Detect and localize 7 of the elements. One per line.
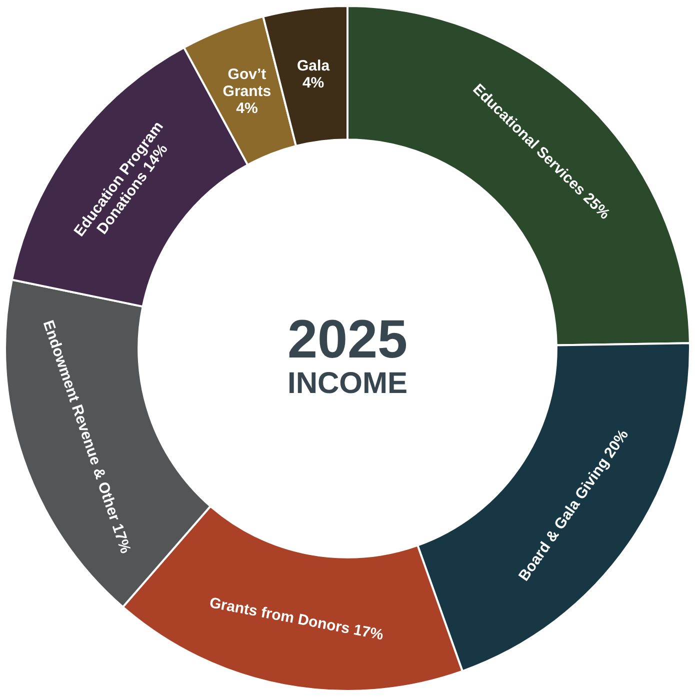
- slice-label: Gov’t Grants: [222, 66, 272, 100]
- slice-label: Grants from Donors 17%: [208, 594, 385, 644]
- data-label: 4%: [236, 100, 258, 117]
- text: 2025: [287, 309, 408, 370]
- text: INCOME: [288, 366, 408, 400]
- slice-label: Gala: [297, 58, 330, 75]
- data-label: 4%: [302, 74, 324, 92]
